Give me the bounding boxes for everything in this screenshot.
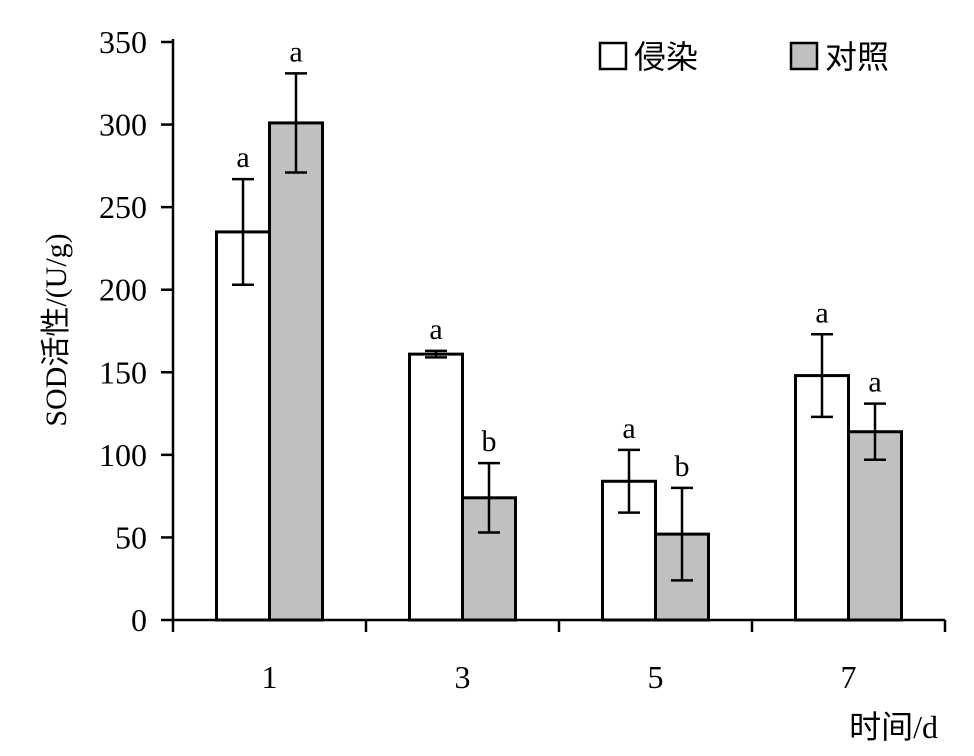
- x-tick-label: 1: [262, 659, 278, 695]
- y-tick-label: 200: [99, 272, 147, 308]
- significance-label: a: [289, 35, 302, 68]
- y-tick-label: 250: [99, 189, 147, 225]
- bar-infected-day-3: [408, 352, 464, 622]
- x-tick-label: 7: [841, 659, 857, 695]
- y-tick-label: 50: [115, 519, 147, 555]
- x-tick-label: 5: [648, 659, 664, 695]
- significance-label: a: [236, 141, 249, 174]
- bars-layer: [215, 121, 903, 622]
- legend-label-control: 对照: [825, 39, 889, 75]
- legend: 侵染 对照: [598, 39, 889, 75]
- x-axis-label: 时间/d: [849, 709, 938, 745]
- legend-label-infected: 侵染: [634, 39, 698, 75]
- significance-label: b: [482, 425, 497, 458]
- error-bars-layer: [232, 72, 886, 582]
- y-tick-label: 300: [99, 107, 147, 143]
- legend-swatch-infected: [598, 41, 628, 71]
- significance-label: a: [429, 313, 442, 346]
- y-tick-label: 100: [99, 437, 147, 473]
- y-axis-label: SOD活性/(U/g): [40, 233, 73, 426]
- legend-swatch-control: [789, 41, 819, 71]
- significance-label: a: [815, 296, 828, 329]
- significance-label: a: [868, 366, 881, 399]
- x-tick-label: 3: [455, 659, 471, 695]
- significance-label: b: [675, 450, 690, 483]
- bar-infected-day-1: [215, 230, 271, 622]
- y-tick-label: 150: [99, 354, 147, 390]
- axes-layer: 1 3 5 7 0 50 100 150 200 250 300 350: [99, 24, 947, 695]
- y-tick-label: 350: [99, 24, 147, 60]
- bar-control-day-1: [268, 121, 324, 622]
- significance-labels-layer: a a a b a b a a: [236, 35, 881, 483]
- significance-label: a: [622, 412, 635, 445]
- y-tick-label: 0: [131, 602, 147, 638]
